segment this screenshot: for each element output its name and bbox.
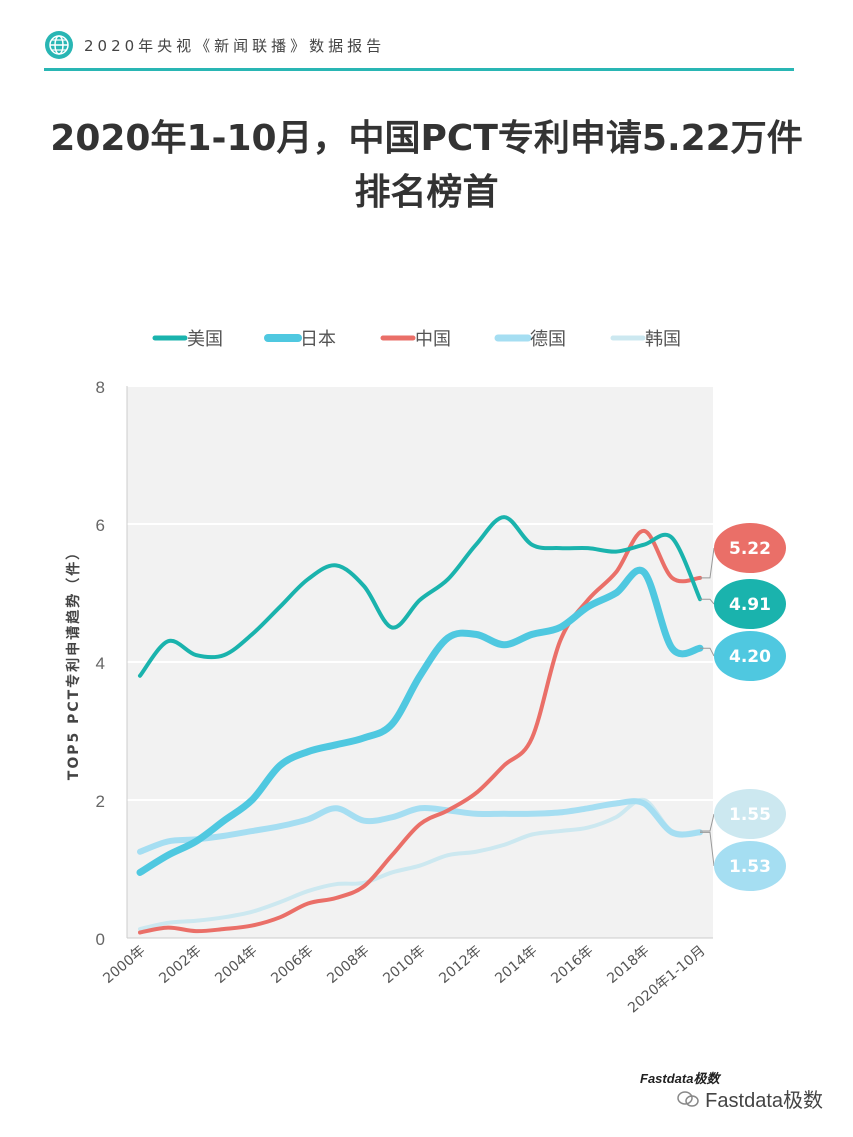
x-tick-label: 2012年 [436, 943, 484, 987]
x-tick-label: 2014年 [492, 943, 540, 987]
end-label-bubble-韩国 [714, 789, 786, 839]
watermark-text: Fastdata极数 [705, 1090, 823, 1112]
legend-label-中国: 中国 [415, 329, 451, 350]
x-tick-label: 2018年 [604, 943, 652, 987]
title-line-1: 2020年1-10月，中国PCT专利申请5.22万件 [50, 118, 803, 159]
watermark: Fastdata极数 [677, 1084, 823, 1113]
x-tick-label: 2000年 [100, 943, 148, 987]
end-label-value-美国: 4.91 [729, 595, 771, 615]
legend-label-日本: 日本 [300, 329, 336, 350]
title-line-2: 排名榜首 [354, 172, 499, 213]
header-divider [44, 68, 794, 71]
end-label-leader [700, 598, 715, 605]
series-line-中国 [138, 528, 702, 935]
y-tick-label: 2 [96, 792, 105, 811]
x-tick-label: 2016年 [548, 943, 596, 987]
series-line-日本 [136, 566, 704, 876]
y-tick-label: 6 [96, 516, 105, 535]
legend-label-美国: 美国 [187, 329, 223, 350]
x-tick-label: 2006年 [268, 943, 316, 987]
end-label-value-德国: 1.53 [729, 857, 771, 877]
brand-logo: Fastdata极数 [640, 1068, 719, 1087]
header-text: 2020年央视《新闻联播》数据报告 [84, 36, 386, 55]
wechat-icon [677, 1090, 699, 1107]
end-label-bubble-日本 [714, 631, 786, 681]
x-tick-label: 2008年 [324, 943, 372, 987]
y-tick-label: 4 [96, 654, 105, 673]
legend-label-德国: 德国 [530, 329, 566, 350]
y-axis-label: TOP5 PCT专利申请趋势（件） [65, 544, 82, 780]
y-tick-label: 0 [96, 930, 105, 949]
series-line-韩国 [138, 797, 702, 932]
x-tick-label: 2010年 [380, 943, 428, 987]
page-title: 2020年1-10月，中国PCT专利申请5.22万件 排名榜首 [0, 112, 853, 220]
end-label-leader [700, 813, 715, 832]
end-label-leader [700, 831, 715, 867]
report-header: 2020年央视《新闻联播》数据报告 [44, 30, 385, 60]
brand-text: Fastdata极数 [640, 1071, 720, 1086]
x-tick-label: 2004年 [212, 943, 260, 987]
end-label-bubble-美国 [714, 579, 786, 629]
end-label-value-日本: 4.20 [729, 647, 771, 667]
end-label-leader [700, 647, 715, 657]
series-line-美国 [138, 515, 702, 678]
legend-label-韩国: 韩国 [645, 329, 681, 350]
x-tick-label: 2002年 [156, 943, 204, 987]
end-label-value-韩国: 1.55 [729, 805, 771, 825]
series-line-德国 [137, 798, 703, 855]
end-label-bubble-中国 [714, 523, 786, 573]
end-label-value-中国: 5.22 [729, 539, 771, 559]
globe-icon [45, 31, 73, 59]
end-label-leader [700, 547, 715, 579]
y-tick-label: 8 [96, 378, 105, 397]
end-label-bubble-德国 [714, 841, 786, 891]
